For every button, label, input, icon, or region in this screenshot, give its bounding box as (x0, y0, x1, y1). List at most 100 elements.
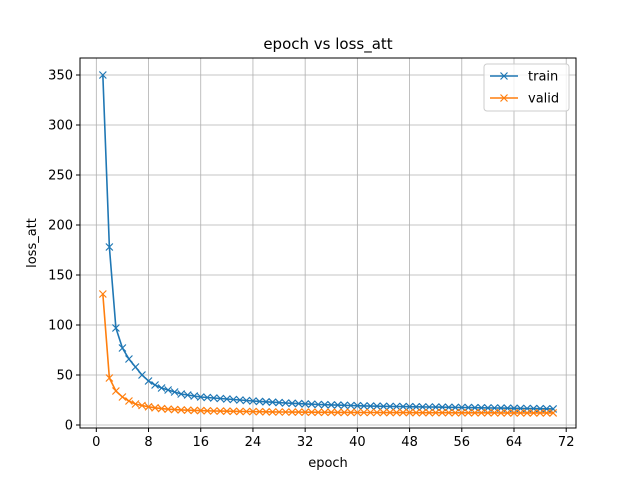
data-point-valid (412, 408, 421, 417)
data-point-valid (249, 407, 257, 416)
data-point-train (151, 381, 159, 389)
legend-entry-train: train (490, 70, 558, 85)
data-point-valid (294, 408, 303, 417)
data-point-valid (196, 406, 205, 415)
data-point-train (262, 397, 270, 406)
data-point-valid (516, 408, 525, 417)
data-point-train (105, 243, 114, 251)
data-point-valid (111, 387, 120, 395)
data-point-train (118, 344, 127, 352)
data-point-train (294, 399, 303, 408)
legend-marker-valid (500, 94, 508, 102)
legend: train valid (483, 63, 570, 112)
data-point-valid (549, 408, 558, 417)
data-point-train (333, 401, 342, 410)
data-point-train (268, 398, 277, 407)
data-point-train (373, 402, 381, 411)
data-point-train (222, 395, 231, 403)
legend-label-train: train (528, 70, 558, 85)
y-tick-label: 150 (48, 269, 73, 284)
data-point-train (314, 400, 323, 409)
data-point-valid (405, 408, 414, 417)
data-point-train (353, 401, 362, 410)
data-point-valid (209, 407, 218, 415)
data-point-valid (399, 408, 407, 417)
data-point-valid (164, 405, 173, 414)
data-point-valid (242, 407, 251, 416)
data-point-valid (425, 408, 434, 417)
data-point-valid (144, 402, 153, 411)
series-line-train (102, 74, 554, 410)
data-point-train (131, 363, 140, 371)
data-point-valid (490, 408, 499, 417)
data-point-train (255, 397, 264, 406)
data-point-valid (157, 404, 166, 413)
data-point-valid (281, 408, 290, 416)
data-point-valid (418, 408, 427, 417)
data-point-train (138, 371, 146, 379)
data-point-valid (203, 406, 212, 415)
data-point-train (366, 402, 375, 411)
data-point-train (111, 324, 120, 332)
data-point-train (307, 400, 316, 409)
data-point-valid (497, 408, 505, 417)
x-tick-label: 8 (144, 435, 152, 450)
data-point-train (418, 402, 427, 411)
legend-entry-valid: valid (490, 92, 559, 107)
data-point-train (386, 402, 394, 411)
data-point-train (164, 386, 173, 394)
data-point-train (144, 377, 153, 385)
x-axis-label: epoch (308, 456, 348, 471)
chart-title: epoch vs loss_att (263, 35, 392, 54)
data-point-valid (373, 408, 381, 417)
data-point-train (340, 401, 349, 410)
x-tick-label: 32 (297, 435, 314, 450)
data-point-valid (255, 407, 264, 416)
data-point-valid (183, 406, 192, 415)
y-axis-ticks: 0 50 100 150 200 250 300 350 (48, 69, 80, 434)
x-tick-label: 72 (558, 435, 575, 450)
data-point-valid (438, 408, 447, 417)
data-point-train (157, 384, 166, 392)
data-point-valid (138, 401, 146, 410)
data-point-valid (386, 408, 394, 417)
data-point-train (209, 394, 218, 402)
series-line-valid (102, 293, 554, 414)
data-point-train (203, 393, 212, 402)
data-point-valid (529, 408, 538, 417)
y-tick-label: 100 (48, 319, 73, 334)
legend-entries: train valid (490, 70, 559, 107)
data-point-train (359, 401, 368, 410)
series-train (98, 71, 558, 413)
data-point-valid (431, 408, 440, 417)
x-axis-ticks: 0 8 16 24 32 40 48 56 64 72 (92, 428, 574, 450)
x-tick-label: 48 (401, 435, 418, 450)
data-point-train (425, 403, 434, 411)
data-point-train (170, 388, 179, 396)
data-point-train (431, 403, 440, 412)
data-point-valid (170, 405, 179, 414)
y-tick-label: 50 (56, 369, 73, 384)
data-point-valid (301, 408, 310, 417)
data-point-train (281, 399, 290, 407)
data-point-valid (235, 407, 244, 416)
series-valid (98, 290, 558, 417)
data-point-valid (190, 406, 199, 415)
x-tick-label: 56 (454, 435, 471, 450)
data-point-train (229, 395, 238, 404)
y-tick-label: 300 (48, 119, 73, 134)
data-point-train (216, 394, 225, 403)
data-point-valid (151, 403, 159, 412)
data-point-valid (379, 408, 388, 417)
y-tick-label: 250 (48, 169, 73, 184)
data-point-valid (288, 408, 297, 417)
data-point-valid (451, 408, 460, 417)
data-point-valid (457, 408, 466, 417)
data-point-valid (470, 408, 479, 417)
data-point-train (405, 402, 414, 411)
series-layer (98, 71, 558, 417)
data-point-valid (229, 407, 238, 416)
data-point-valid (118, 393, 127, 401)
data-point-valid (510, 408, 518, 417)
